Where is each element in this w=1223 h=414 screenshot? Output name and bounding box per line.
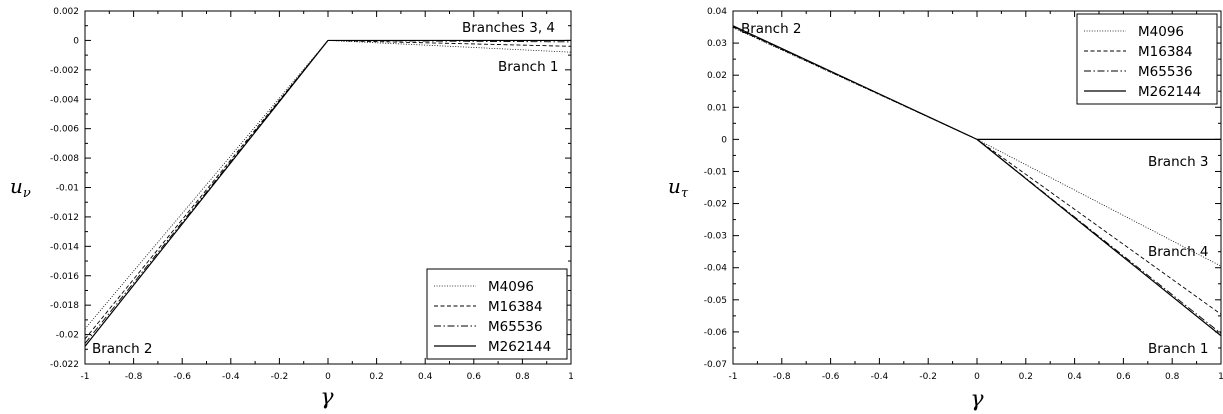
- legend-box: [1076, 13, 1218, 105]
- x-tick-label: 0.8: [1165, 372, 1180, 382]
- x-tick-label: 0.2: [1019, 372, 1033, 382]
- x-tick-label: 0.2: [369, 372, 383, 382]
- y-tick-label: -0.014: [50, 242, 79, 252]
- y-tick-label: -0.02: [56, 331, 79, 341]
- series-line-m16384: [976, 138, 1222, 315]
- x-tick-label: -0.8: [773, 372, 791, 382]
- x-tick-label: -0.2: [919, 372, 937, 382]
- legend-label-m4096: M4096: [488, 279, 534, 295]
- legend-box: [426, 268, 568, 360]
- x-tick-label: 0: [325, 372, 331, 382]
- chart-normal-displacement: -1 -0.8 -0.6 -0.4 -0.2 0 0.2 0.4 0.6 0.8 1 0.002 0 -0…: [10, 7, 574, 410]
- series-line-m4096: [84, 40, 329, 329]
- series-line-m262144: [976, 138, 1222, 337]
- legend: M4096 M16384 M65536 M262144: [1076, 13, 1218, 105]
- legend-label-m262144: M262144: [1138, 84, 1201, 100]
- x-tick-label: -1: [729, 372, 738, 382]
- x-tick-label: -1: [81, 372, 90, 382]
- y-tick-label: -0.006: [50, 125, 79, 135]
- annotation-branch-2: Branch 2: [92, 341, 153, 357]
- ticks-layer-left: -1 -0.8 -0.6 -0.4 -0.2 0 0.2 0.4 0.6 0.8 1 0.002 0 -0…: [50, 7, 574, 382]
- y-tick-label: -0.012: [50, 213, 79, 223]
- annotation-branch-4: Branch 4: [1148, 244, 1209, 260]
- legend-label-m65536: M65536: [1138, 64, 1193, 80]
- annotation-branch-3: Branch 3: [1148, 154, 1209, 170]
- x-tick-label: 0.6: [1116, 372, 1131, 382]
- series-layer-left: [84, 39, 572, 347]
- y-tick-label: -0.05: [704, 296, 727, 306]
- legend-label-m16384: M16384: [1138, 44, 1193, 60]
- x-tick-label: 0.8: [515, 372, 530, 382]
- y-axis-label: uτ: [668, 174, 689, 201]
- x-tick-label: 0.4: [1067, 372, 1082, 382]
- legend-label-m262144: M262144: [488, 339, 551, 355]
- series-line-m4096: [327, 40, 572, 53]
- y-axis-label-sub: ν: [23, 186, 31, 201]
- legend-label-m4096: M4096: [1138, 24, 1184, 40]
- x-axis-label: γ: [320, 385, 334, 410]
- x-tick-label: 0.4: [418, 372, 433, 382]
- x-tick-label: -0.2: [271, 372, 289, 382]
- y-tick-label: -0.04: [704, 264, 728, 274]
- y-tick-label: -0.07: [704, 360, 727, 370]
- y-tick-label: -0.06: [704, 328, 728, 338]
- y-tick-label: -0.01: [704, 167, 727, 177]
- x-tick-label: 1: [1218, 372, 1223, 382]
- y-tick-label: -0.022: [50, 360, 79, 370]
- y-tick-label: -0.01: [56, 184, 79, 194]
- series-line-m262144: [732, 25, 978, 140]
- y-tick-label: -0.004: [50, 95, 79, 105]
- ticks-layer-right: -1 -0.8 -0.6 -0.4 -0.2 0 0.2 0.4 0.6 0.8 1 0.04 0.03…: [704, 7, 1223, 382]
- annotation-branch-1: Branch 1: [498, 59, 559, 75]
- y-tick-label: 0: [73, 36, 79, 46]
- x-tick-label: 1: [568, 372, 574, 382]
- y-tick-label: -0.03: [704, 232, 727, 242]
- series-line-m65536: [84, 40, 329, 344]
- y-axis-label-main: u: [10, 174, 23, 198]
- y-tick-label: -0.018: [50, 301, 79, 311]
- y-axis-label: uν: [10, 174, 31, 201]
- annotation-branch-2: Branch 2: [741, 21, 802, 37]
- y-tick-label: 0.04: [707, 7, 727, 17]
- series-line-m65536: [976, 139, 1222, 334]
- y-tick-label: 0.03: [707, 39, 727, 49]
- x-tick-label: 0: [974, 372, 980, 382]
- series-layer-right: [732, 25, 1222, 337]
- series-line-m262144: [84, 40, 329, 347]
- chart-tangential-displacement: -1 -0.8 -0.6 -0.4 -0.2 0 0.2 0.4 0.6 0.8 1 0.04 0.03…: [668, 7, 1223, 412]
- legend-rows-right: M4096 M16384 M65536 M262144: [1084, 24, 1201, 100]
- y-tick-label: -0.016: [50, 272, 79, 282]
- y-axis-label-main: u: [668, 174, 681, 198]
- annotation-branches-3-4: Branches 3, 4: [462, 20, 555, 36]
- x-tick-label: -0.4: [222, 372, 240, 382]
- annotation-branch-1: Branch 1: [1148, 341, 1209, 357]
- y-tick-label: 0.01: [707, 103, 727, 113]
- legend-label-m65536: M65536: [488, 319, 543, 335]
- y-tick-label: -0.002: [50, 66, 79, 76]
- x-tick-label: -0.6: [822, 372, 840, 382]
- series-line-m16384: [327, 39, 572, 47]
- x-tick-label: -0.4: [871, 372, 889, 382]
- x-tick-label: 0.6: [467, 372, 482, 382]
- series-line-m16384: [84, 40, 329, 340]
- y-tick-label: 0.002: [53, 7, 79, 17]
- y-tick-label: -0.008: [50, 154, 79, 164]
- legend-label-m16384: M16384: [488, 299, 543, 315]
- y-tick-label: -0.02: [704, 200, 727, 210]
- y-axis-label-sub: τ: [681, 186, 689, 201]
- x-tick-label: -0.8: [125, 372, 143, 382]
- x-axis-label: γ: [970, 387, 984, 412]
- series-line-m4096: [976, 139, 1222, 267]
- y-tick-label: 0: [721, 135, 727, 145]
- legend: M4096 M16384 M65536 M262144: [426, 268, 568, 360]
- legend-rows-left: M4096 M16384 M65536 M262144: [434, 279, 551, 355]
- y-tick-label: 0.02: [707, 71, 727, 81]
- x-tick-label: -0.6: [173, 372, 191, 382]
